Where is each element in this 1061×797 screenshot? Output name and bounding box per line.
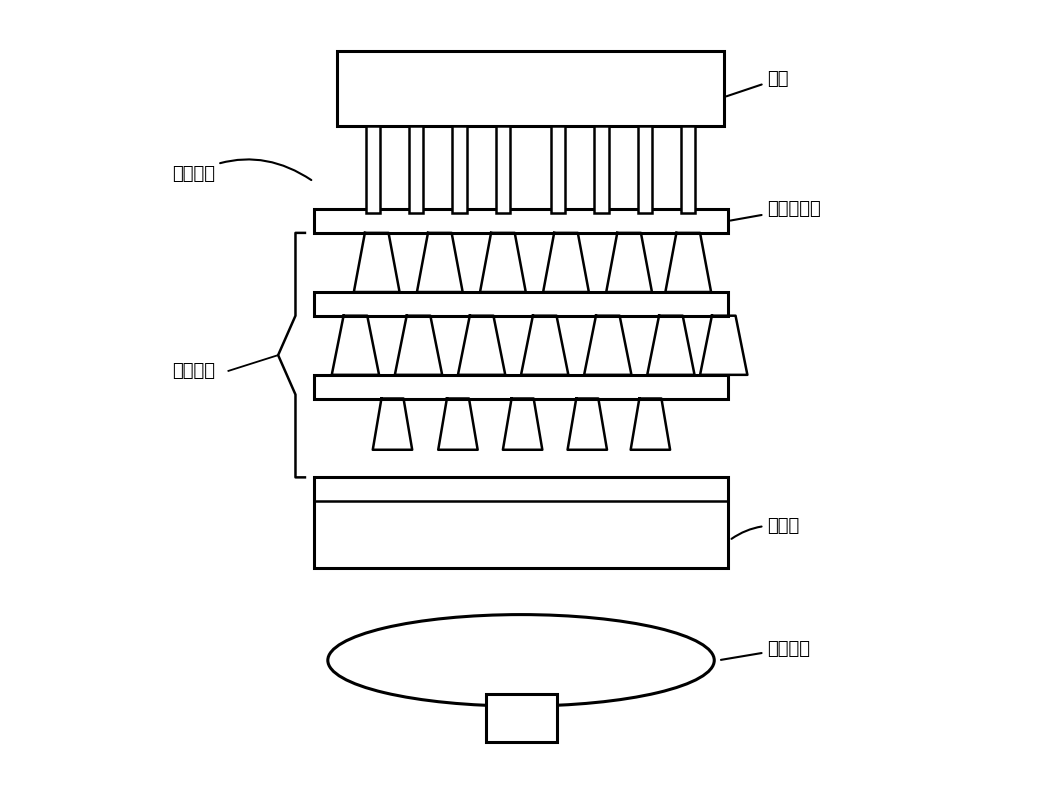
Bar [551, 127, 566, 213]
Text: 錨栓塞层: 錨栓塞层 [172, 159, 311, 183]
Bar [486, 694, 557, 741]
Bar [314, 292, 728, 316]
Bar [366, 127, 380, 213]
Bar [337, 52, 724, 127]
Text: 第一金属层: 第一金属层 [730, 200, 821, 221]
Bar [452, 127, 467, 213]
Bar [594, 127, 609, 213]
Bar [681, 127, 695, 213]
Ellipse shape [328, 614, 714, 706]
Text: 衬底: 衬底 [727, 70, 788, 96]
Bar [314, 477, 728, 568]
Bar [638, 127, 651, 213]
Bar [495, 127, 510, 213]
Text: 研磨工具: 研磨工具 [720, 639, 811, 660]
Bar [410, 127, 423, 213]
Text: 钔化层: 钔化层 [731, 517, 799, 539]
Bar [314, 210, 728, 233]
Bar [314, 375, 728, 398]
Text: 金属叠层: 金属叠层 [172, 362, 214, 380]
